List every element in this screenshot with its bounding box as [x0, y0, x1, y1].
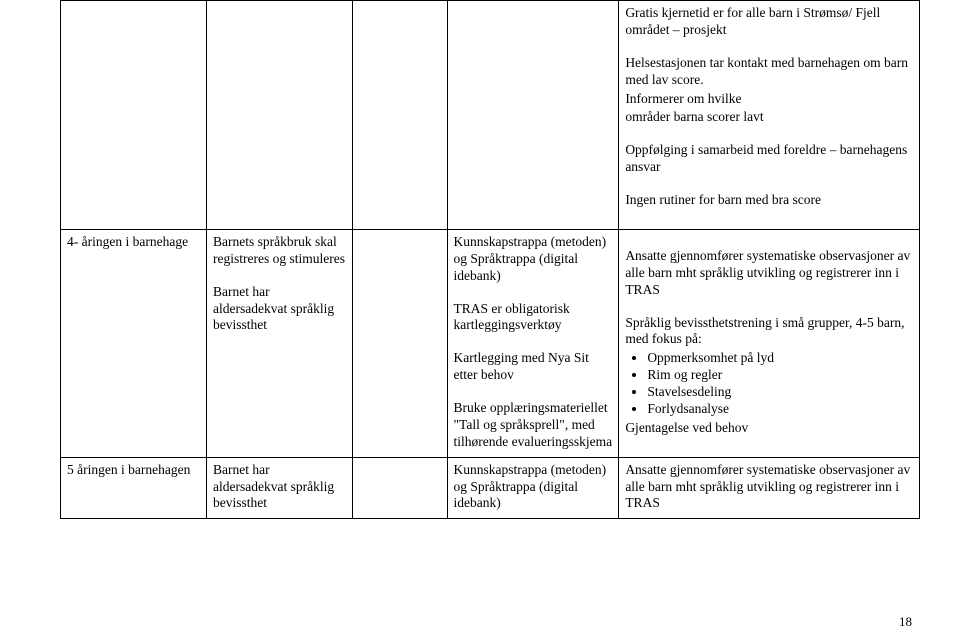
text: Ansatte gjennomfører systematiske observ…: [625, 462, 913, 513]
bullet-list: Oppmerksomhet på lyd Rim og regler Stave…: [625, 350, 913, 418]
text: områder barna scorer lavt: [625, 109, 913, 126]
cell: [207, 1, 353, 230]
text: 5 åringen i barnehagen: [67, 462, 200, 479]
text: Barnet har aldersadekvat språklig beviss…: [213, 462, 346, 513]
list-item: Forlydsanalyse: [647, 401, 913, 418]
text: Helsestasjonen tar kontakt med barnehage…: [625, 55, 913, 89]
text: Barnet har aldersadekvat språklig beviss…: [213, 284, 346, 335]
text: Kunnskapstrappa (metoden) og Språktrappa…: [454, 462, 613, 513]
text: Bruke opplæringsmateriellet "Tall og spr…: [454, 400, 613, 451]
cell: Ansatte gjennomfører systematiske observ…: [619, 457, 920, 519]
list-item: Rim og regler: [647, 367, 913, 384]
table-row: 5 åringen i barnehagen Barnet har alders…: [61, 457, 920, 519]
text: Kartlegging med Nya Sit etter behov: [454, 350, 613, 384]
cell: [447, 1, 619, 230]
text: Gratis kjernetid er for alle barn i Strø…: [625, 5, 913, 39]
text: Oppfølging i samarbeid med foreldre – ba…: [625, 142, 913, 176]
cell: [353, 229, 447, 457]
list-item: Oppmerksomhet på lyd: [647, 350, 913, 367]
table-row: 4- åringen i barnehage Barnets språkbruk…: [61, 229, 920, 457]
cell: Barnets språkbruk skal registreres og st…: [207, 229, 353, 457]
cell: Kunnskapstrappa (metoden) og Språktrappa…: [447, 457, 619, 519]
text: 4- åringen i barnehage: [67, 234, 200, 251]
text: TRAS er obligatorisk kartleggingsverktøy: [454, 301, 613, 335]
text: Kunnskapstrappa (metoden) og Språktrappa…: [454, 234, 613, 285]
text: Språklig bevissthetstrening i små gruppe…: [625, 315, 913, 349]
cell: [353, 457, 447, 519]
text: Barnets språkbruk skal registreres og st…: [213, 234, 346, 268]
cell: 5 åringen i barnehagen: [61, 457, 207, 519]
page-number: 18: [899, 614, 912, 630]
content-table: Gratis kjernetid er for alle barn i Strø…: [60, 0, 920, 519]
text: Ingen rutiner for barn med bra score: [625, 192, 913, 209]
cell: Kunnskapstrappa (metoden) og Språktrappa…: [447, 229, 619, 457]
cell: Gratis kjernetid er for alle barn i Strø…: [619, 1, 920, 230]
table-row: Gratis kjernetid er for alle barn i Strø…: [61, 1, 920, 230]
text: Informerer om hvilke: [625, 91, 913, 108]
text: Ansatte gjennomfører systematiske observ…: [625, 248, 913, 299]
text: Gjentagelse ved behov: [625, 420, 913, 437]
cell: [353, 1, 447, 230]
cell: Barnet har aldersadekvat språklig beviss…: [207, 457, 353, 519]
list-item: Stavelsesdeling: [647, 384, 913, 401]
cell: [61, 1, 207, 230]
cell: Ansatte gjennomfører systematiske observ…: [619, 229, 920, 457]
cell: 4- åringen i barnehage: [61, 229, 207, 457]
